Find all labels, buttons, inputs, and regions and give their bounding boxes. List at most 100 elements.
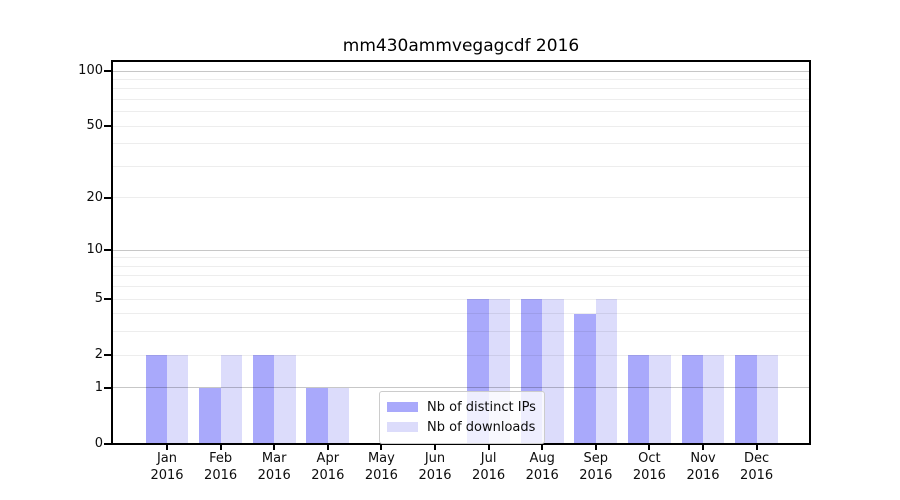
y-gridline-minor — [113, 313, 809, 315]
bar-downloads — [649, 355, 671, 443]
y-gridline-minor — [113, 298, 809, 300]
left-spine — [111, 60, 113, 445]
y-gridline-minor — [113, 265, 809, 267]
y-gridline-minor — [113, 257, 809, 259]
x-tick-label-month: Aug — [529, 451, 555, 466]
x-tick-label: Aug 2016 — [510, 451, 574, 484]
x-tick-label-month: Feb — [209, 451, 233, 466]
y-gridline-minor — [113, 143, 809, 145]
x-tick-label-month: Nov — [690, 451, 716, 466]
x-tick-label-year: 2016 — [418, 467, 452, 483]
bar-distinct-ips — [681, 355, 703, 443]
y-tick — [104, 125, 111, 128]
bar-downloads — [542, 299, 564, 443]
bottom-spine — [111, 443, 811, 445]
y-tick-label: 100 — [78, 63, 103, 78]
x-tick-label-year: 2016 — [311, 467, 345, 483]
x-tick — [434, 445, 436, 450]
y-tick — [104, 443, 111, 445]
y-tick — [104, 386, 111, 389]
x-tick-label-month: Sep — [583, 451, 609, 466]
y-tick — [104, 298, 111, 301]
legend-entry-distinct-ips: Nb of distinct IPs — [387, 397, 537, 417]
bar-downloads — [274, 355, 296, 443]
x-tick-label-year: 2016 — [740, 467, 774, 483]
y-gridline-minor — [113, 165, 809, 167]
x-tick — [594, 445, 597, 450]
x-tick-label-month: Dec — [744, 451, 770, 466]
x-tick — [755, 445, 758, 450]
x-tick-label-month: Oct — [638, 451, 661, 466]
y-gridline-minor — [113, 125, 809, 127]
bar-distinct-ips — [306, 387, 328, 443]
right-spine — [809, 60, 811, 445]
x-tick-label-month: Mar — [261, 451, 287, 466]
y-gridline-minor — [113, 331, 809, 333]
legend-swatch-distinct-ips — [387, 402, 418, 412]
legend-entry-downloads: Nb of downloads — [387, 417, 537, 437]
x-tick-label-month: Jun — [424, 451, 446, 466]
x-tick — [166, 445, 168, 450]
x-tick-label-month: Apr — [316, 451, 340, 466]
y-gridline-major — [113, 70, 809, 72]
y-gridline-minor — [113, 111, 809, 113]
x-tick-label-year: 2016 — [472, 467, 506, 483]
bar-downloads — [220, 355, 242, 443]
y-gridline-minor — [113, 197, 809, 199]
bar-distinct-ips — [574, 313, 596, 443]
y-tick — [104, 249, 111, 252]
x-tick-label-year: 2016 — [632, 467, 666, 483]
y-tick — [104, 70, 111, 72]
x-tick-label: Nov 2016 — [671, 451, 735, 484]
x-tick — [487, 445, 490, 450]
x-tick-label: Sep 2016 — [564, 451, 628, 484]
y-tick-label: 0 — [94, 436, 103, 451]
x-tick-label: Dec 2016 — [725, 451, 789, 484]
x-tick-label: Jul 2016 — [457, 451, 521, 484]
y-tick — [104, 354, 111, 357]
bar-downloads — [756, 355, 778, 443]
y-tick-label: 5 — [94, 291, 103, 307]
y-gridline-minor — [113, 78, 809, 80]
x-tick-label-year: 2016 — [364, 467, 398, 483]
y-tick-label: 10 — [86, 242, 103, 258]
x-tick — [380, 445, 383, 450]
legend-swatch-downloads — [387, 422, 418, 432]
x-tick-label: Oct 2016 — [617, 451, 681, 484]
x-tick — [273, 445, 276, 450]
chart-title: mm430ammvegagcdf 2016 — [342, 36, 580, 56]
x-tick-label-month: Jan — [156, 451, 178, 466]
y-tick-label: 50 — [86, 118, 103, 134]
x-tick-label-year: 2016 — [257, 467, 291, 483]
x-tick-label: Jan 2016 — [135, 451, 199, 484]
y-gridline-minor — [113, 354, 809, 356]
y-gridline-minor — [113, 88, 809, 90]
bar-downloads — [167, 355, 189, 443]
bar-downloads — [595, 299, 618, 443]
bar-downloads — [703, 355, 725, 443]
bar-distinct-ips — [145, 355, 167, 443]
bar-distinct-ips — [252, 355, 275, 443]
y-gridline-major — [113, 387, 809, 389]
top-spine — [111, 60, 811, 62]
x-tick-label-month: Jul — [480, 451, 497, 466]
x-tick — [219, 445, 222, 450]
x-tick-label: Mar 2016 — [242, 451, 306, 484]
x-tick-label: Apr 2016 — [296, 451, 360, 484]
x-tick-label-year: 2016 — [686, 467, 720, 483]
x-tick-label-month: May — [367, 451, 395, 466]
x-tick — [326, 445, 329, 450]
legend: Nb of distinct IPs Nb of downloads — [379, 391, 545, 444]
y-tick-label: 20 — [86, 189, 103, 205]
x-tick-label-year: 2016 — [525, 467, 559, 483]
y-gridline-minor — [113, 98, 809, 100]
y-gridline-minor — [113, 275, 809, 277]
legend-label-downloads: Nb of downloads — [427, 419, 536, 435]
y-tick — [104, 196, 111, 199]
y-gridline-major — [113, 249, 809, 251]
y-gridline-minor — [113, 286, 809, 288]
legend-label-distinct-ips: Nb of distinct IPs — [427, 399, 536, 415]
bar-distinct-ips — [735, 355, 757, 443]
x-tick-label: May 2016 — [349, 451, 413, 484]
